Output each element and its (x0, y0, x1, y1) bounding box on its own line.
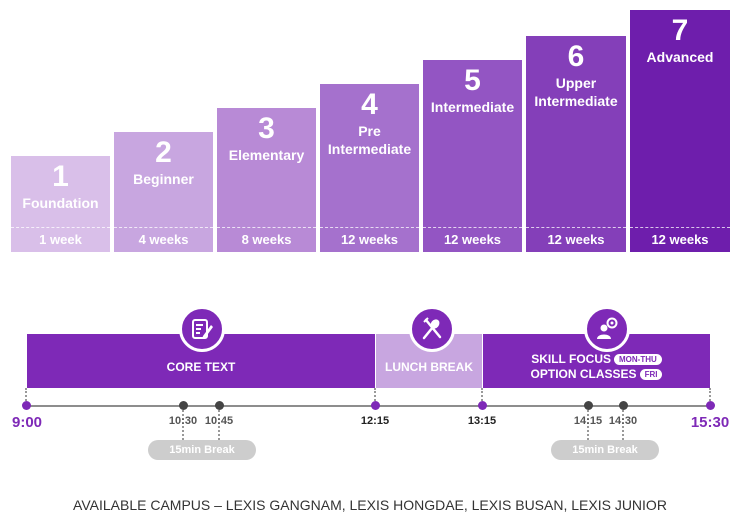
fork-spoon-icon (409, 306, 455, 352)
level-duration: 12 weeks (423, 227, 522, 252)
tick-1430 (622, 410, 626, 440)
level-duration: 8 weeks (217, 227, 316, 252)
tick-1415 (587, 410, 591, 440)
tick-1045 (218, 410, 222, 440)
break-pill-morning: 15min Break (148, 440, 256, 460)
option-classes-label: OPTION CLASSES (530, 367, 637, 381)
level-duration: 12 weeks (630, 227, 730, 252)
core-text-label: CORE TEXT (166, 360, 236, 374)
time-dot-0900 (22, 401, 31, 410)
level-2: 2 Beginner 4 weeks (114, 132, 213, 252)
level-duration: 1 week (11, 227, 110, 252)
tick-1315 (481, 388, 485, 401)
time-dot-1430 (619, 401, 628, 410)
person-gear-icon (584, 306, 630, 352)
tick-0900 (25, 388, 29, 401)
lunch-break-label: LUNCH BREAK (385, 360, 473, 374)
level-name: Pre (358, 123, 381, 139)
level-1: 1 Foundation 1 week (11, 156, 110, 252)
level-name-line2: Intermediate (327, 141, 412, 157)
tick-1530 (709, 388, 713, 401)
time-1315: 13:15 (467, 415, 497, 427)
level-name: Intermediate (430, 99, 515, 115)
level-number: 4 (361, 88, 378, 121)
time-1215: 12:15 (360, 415, 390, 427)
notepad-pencil-icon (179, 306, 225, 352)
mon-thu-tag: MON-THU (614, 354, 662, 366)
time-1415: 14:15 (573, 415, 603, 427)
time-dot-1215 (371, 401, 380, 410)
level-name: Elementary (228, 147, 305, 163)
level-name: Foundation (22, 195, 99, 211)
level-3: 3 Elementary 8 weeks (217, 108, 316, 252)
level-number: 3 (258, 112, 275, 145)
skill-focus-label: SKILL FOCUS (531, 352, 611, 366)
level-duration: 12 weeks (526, 227, 626, 252)
level-number: 7 (671, 14, 689, 47)
level-duration: 4 weeks (114, 227, 213, 252)
level-name-line2: Intermediate (534, 93, 618, 109)
time-1430: 14:30 (608, 415, 638, 427)
time-1530: 15:30 (690, 414, 730, 431)
level-7: 7 Advanced 12 weeks (630, 10, 730, 252)
time-1030: 10:30 (168, 415, 198, 427)
time-dot-1315 (478, 401, 487, 410)
level-name: Beginner (133, 171, 194, 187)
fri-tag: FRI (639, 369, 663, 381)
level-name: Upper (555, 75, 597, 91)
level-name: Advanced (646, 49, 714, 65)
timeline-axis (27, 405, 710, 407)
time-dot-1045 (215, 401, 224, 410)
level-number: 2 (155, 136, 172, 169)
tick-1215 (374, 388, 378, 401)
time-dot-1415 (584, 401, 593, 410)
campus-footer: AVAILABLE CAMPUS – LEXIS GANGNAM, LEXIS … (73, 497, 667, 513)
skill-focus-block: SKILL FOCUS MON-THU OPTION CLASSES FRI (483, 334, 710, 388)
tick-1030 (182, 410, 186, 440)
level-number: 1 (52, 160, 69, 193)
level-6: 6 Upper Intermediate 12 weeks (526, 36, 626, 252)
level-duration: 12 weeks (320, 227, 419, 252)
level-5: 5 Intermediate 12 weeks (423, 60, 522, 252)
option-classes-line: OPTION CLASSES FRI (483, 367, 710, 381)
skill-focus-line: SKILL FOCUS MON-THU (483, 352, 710, 366)
break-pill-afternoon: 15min Break (551, 440, 659, 460)
level-4: 4 Pre Intermediate 12 weeks (320, 84, 419, 252)
time-dot-1530 (706, 401, 715, 410)
level-number: 5 (464, 64, 481, 97)
time-dot-1030 (179, 401, 188, 410)
time-0900: 9:00 (11, 414, 43, 431)
time-1045: 10:45 (204, 415, 234, 427)
level-number: 6 (567, 40, 585, 73)
